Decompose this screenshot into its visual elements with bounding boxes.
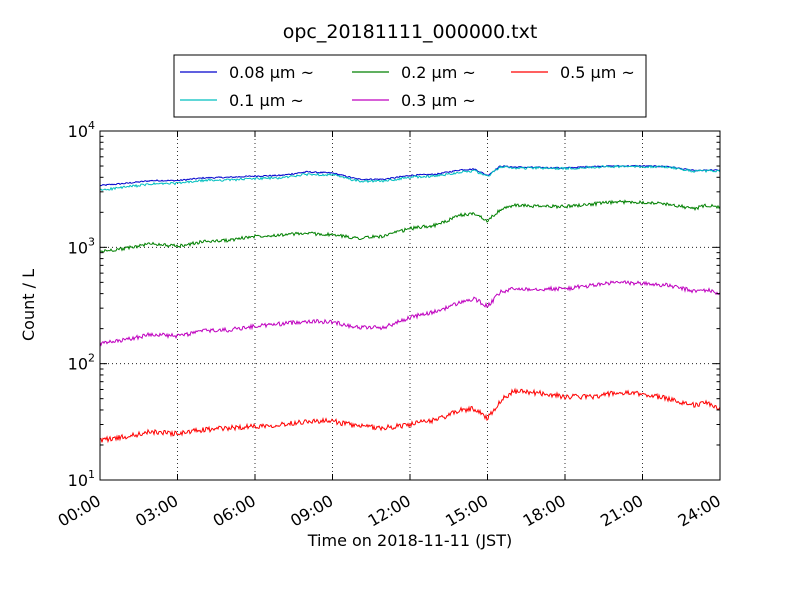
series-line (99, 387, 721, 444)
y-tick-label: 104 (68, 119, 95, 141)
y-tick-label: 102 (68, 352, 95, 374)
series-line (99, 199, 721, 253)
legend: 0.08 µm ~ 0.1 µm ~ 0.2 µm ~ 0.3 µm ~ 0.5 µm … (173, 54, 647, 118)
legend-label: 0.1 µm ~ (229, 91, 304, 110)
y-tick-label: 101 (68, 468, 95, 490)
plot-area (100, 131, 720, 480)
legend-label: 0.2 µm ~ (401, 63, 476, 82)
chart-title: opc_20181111_000000.txt (283, 21, 538, 43)
legend-label: 0.08 µm ~ (229, 63, 314, 82)
legend-box (173, 54, 647, 118)
legend-label: 0.3 µm ~ (401, 91, 476, 110)
series-line (99, 280, 721, 347)
y-tick-label: 103 (68, 235, 95, 257)
x-axis-title: Time on 2018-11-11 (JST) (307, 531, 512, 550)
y-axis-title: Count / L (19, 269, 38, 341)
series-line (99, 164, 721, 192)
series-layer (99, 164, 721, 444)
legend-label: 0.5 µm ~ (560, 63, 635, 82)
gridlines (100, 131, 720, 480)
